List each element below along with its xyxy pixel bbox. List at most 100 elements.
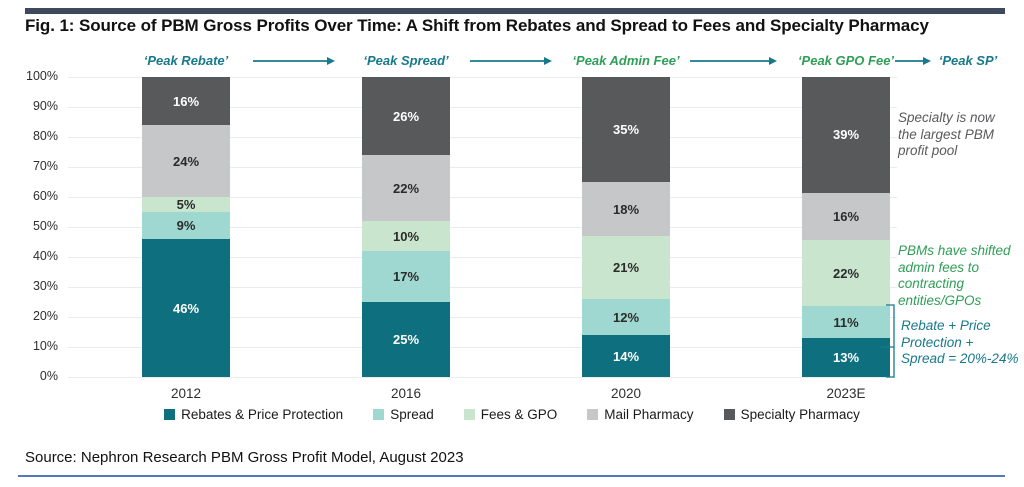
gridline	[68, 286, 897, 288]
bar-segment-specialty-pharmacy: 39%	[802, 77, 890, 193]
y-axis-tick-label: 40%	[32, 249, 58, 263]
y-axis-tick-label: 90%	[32, 99, 58, 113]
chart-legend: Rebates & Price Protection Spread Fees & G…	[0, 407, 1024, 422]
bar-segment-mail-pharmacy: 24%	[142, 125, 230, 197]
annotation: Specialty is now the largest PBM profit po…	[898, 110, 1024, 160]
legend-swatch-icon	[164, 409, 176, 420]
bar-segment-spread: 9%	[142, 212, 230, 239]
segment-value-label: 22%	[832, 265, 860, 281]
segment-value-label: 26%	[392, 108, 420, 124]
annotation-line: Protection +	[901, 334, 974, 350]
y-axis-tick-label: 0%	[39, 369, 58, 383]
segment-value-label: 17%	[392, 269, 420, 284]
legend-item: Spread	[373, 407, 434, 422]
bar-segment-rebates-price-protection: 25%	[362, 302, 450, 377]
annotation-line: Spread = 20%-24%	[901, 351, 1019, 366]
gridline	[68, 76, 897, 78]
annotation-line: contracting	[898, 276, 965, 291]
x-axis-category-label: 2012	[170, 386, 202, 401]
segment-value-label: 13%	[832, 350, 860, 366]
figure-title: Fig. 1: Source of PBM Gross Profits Over…	[25, 16, 929, 35]
bar-segment-mail-pharmacy: 16%	[802, 192, 890, 241]
y-axis-tick-label: 10%	[32, 339, 58, 353]
bar-segment-fees-gpo: 5%	[142, 197, 230, 212]
annotation: PBMs have shifted admin fees to contractin…	[898, 243, 1024, 309]
segment-value-label: 24%	[172, 153, 200, 169]
legend-swatch-icon	[373, 409, 385, 420]
bar-segment-rebates-price-protection: 46%	[142, 239, 230, 377]
gridline	[68, 346, 897, 348]
legend-label: Mail Pharmacy	[604, 407, 694, 422]
segment-value-label: 11%	[833, 314, 859, 330]
segment-value-label: 10%	[392, 228, 420, 244]
bar-segment-rebates-price-protection: 13%	[802, 338, 890, 377]
segment-value-label: 18%	[612, 201, 640, 217]
bar-segment-specialty-pharmacy: 16%	[142, 77, 230, 125]
segment-value-label: 22%	[392, 180, 420, 196]
legend-label: Fees & GPO	[480, 407, 558, 422]
annotation-line: Specialty is now	[898, 110, 995, 125]
legend-label: Rebates & Price Protection	[181, 407, 344, 422]
x-axis-category-label: 2020	[610, 386, 642, 401]
segment-value-label: 16%	[832, 209, 860, 225]
gridline	[68, 316, 897, 318]
legend-label: Specialty Pharmacy	[740, 407, 860, 422]
segment-value-label: 25%	[392, 332, 420, 347]
gridline	[68, 196, 897, 198]
annotation: Rebate + Price Protection + Spread = 20%-2…	[901, 318, 1024, 368]
bar-segment-specialty-pharmacy: 35%	[582, 77, 670, 182]
peak-era-label: ‘Peak Spread’	[363, 53, 449, 68]
segment-value-label: 9%	[176, 218, 196, 233]
bar-segment-rebates-price-protection: 14%	[582, 335, 670, 377]
legend-item: Specialty Pharmacy	[723, 407, 860, 422]
x-axis-category-label: 2023E	[826, 386, 866, 401]
gridline	[68, 136, 897, 138]
y-axis-tick-label: 60%	[32, 189, 58, 203]
segment-value-label: 21%	[612, 260, 640, 275]
segment-value-label: 39%	[832, 127, 860, 143]
bar-segment-spread: 12%	[582, 299, 670, 335]
bar-segment-fees-gpo: 10%	[362, 221, 450, 251]
segment-value-label: 35%	[612, 122, 640, 137]
bar-segment-spread: 17%	[362, 251, 450, 302]
peak-era-label: ‘Peak Rebate’	[143, 53, 229, 68]
gridline	[68, 166, 897, 168]
y-axis-tick-label: 30%	[32, 279, 58, 293]
gridline	[68, 106, 897, 108]
segment-value-label: 16%	[172, 93, 200, 109]
bar-segment-fees-gpo: 21%	[582, 236, 670, 299]
source-note: Source: Nephron Research PBM Gross Profi…	[25, 449, 464, 466]
gridline	[68, 256, 897, 258]
bar-segment-mail-pharmacy: 22%	[362, 155, 450, 221]
peak-era-label: ‘Peak GPO Fee’	[797, 53, 895, 68]
segment-value-label: 5%	[176, 197, 196, 212]
legend-item: Rebates & Price Protection	[164, 407, 343, 422]
segment-value-label: 46%	[172, 300, 200, 316]
gridline	[68, 376, 897, 378]
segment-value-label: 14%	[612, 348, 640, 364]
y-axis-tick-label: 70%	[32, 159, 58, 173]
x-axis-category-label: 2016	[390, 386, 422, 401]
legend-swatch-icon	[587, 409, 599, 420]
annotation-line: admin fees to	[898, 259, 980, 275]
legend-swatch-icon	[463, 409, 475, 420]
bar-segment-mail-pharmacy: 18%	[582, 182, 670, 236]
annotation-line: profit pool	[898, 143, 958, 158]
bar-segment-spread: 11%	[802, 305, 890, 339]
annotation-line: the largest PBM	[898, 126, 995, 142]
legend-swatch-icon	[723, 409, 735, 420]
annotation-line: entities/GPOs	[898, 292, 982, 308]
annotation-line: PBMs have shifted	[898, 243, 1011, 258]
legend-item: Fees & GPO	[463, 407, 558, 422]
bar-segment-specialty-pharmacy: 26%	[362, 77, 450, 155]
legend-item: Mail Pharmacy	[587, 407, 694, 422]
peak-era-label: ‘Peak SP’	[938, 53, 998, 68]
segment-value-label: 12%	[612, 309, 640, 325]
gridline	[68, 226, 897, 228]
peak-era-label: ‘Peak Admin Fee’	[572, 53, 680, 68]
legend-label: Spread	[390, 407, 434, 422]
top-rule	[25, 8, 1005, 14]
y-axis-tick-label: 100%	[26, 69, 58, 83]
y-axis-tick-label: 80%	[32, 129, 58, 143]
